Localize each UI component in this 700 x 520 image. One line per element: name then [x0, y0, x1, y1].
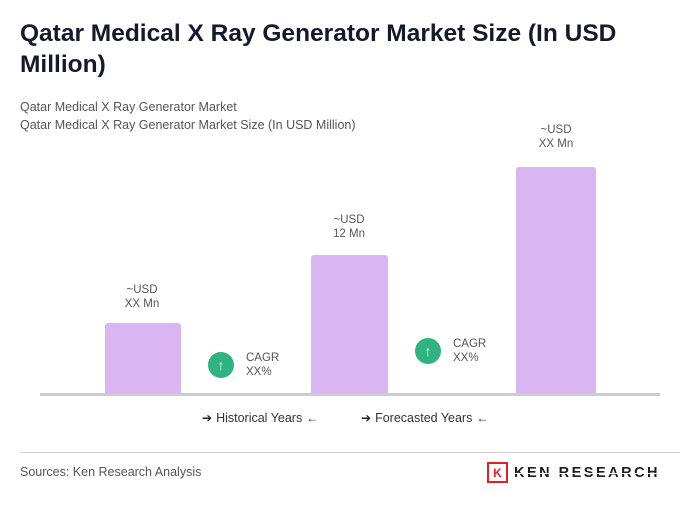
- bar-value-line2: XX Mn: [538, 138, 574, 150]
- cagr-percent: XX%: [453, 352, 479, 364]
- bar-value-line2: 12 Mn: [333, 228, 365, 240]
- right-arrow-icon: ➔: [361, 411, 372, 425]
- x-axis-line: [40, 393, 660, 396]
- bar-value-line2: XX Mn: [124, 298, 160, 310]
- bar-value-line1: ~USD: [540, 124, 572, 136]
- cagr-up-arrow-icon: ↑: [208, 352, 234, 378]
- cagr-up-arrow-icon: ↑: [415, 338, 441, 364]
- up-arrow-glyph: ↑: [217, 357, 225, 373]
- ken-research-logo: K KEN RESEARCH: [487, 462, 661, 483]
- cagr-text: CAGR: [246, 352, 280, 364]
- page-title: Qatar Medical X Ray Generator Market Siz…: [20, 20, 617, 78]
- up-arrow-glyph: ↑: [424, 343, 432, 359]
- bar-historical: [105, 323, 181, 395]
- axis-note-forecasted: ➔ Forecasted Years ←: [357, 410, 492, 426]
- left-arrow-icon: ←: [476, 411, 489, 425]
- chart-subtitles: Qatar Medical X Ray Generator Market Qat…: [20, 98, 356, 134]
- logo-wordmark: KEN RESEARCH: [514, 464, 661, 481]
- chart-subtitle-1: Qatar Medical X Ray Generator Market: [20, 100, 237, 114]
- bar-forecast: [516, 167, 596, 395]
- logo-k-icon: K: [487, 462, 508, 483]
- bar-value-label: ~USD XX Mn: [87, 283, 197, 311]
- bar-value-label: ~USD 12 Mn: [294, 213, 404, 241]
- chart-subtitle-2: Qatar Medical X Ray Generator Market Siz…: [20, 118, 356, 132]
- bar-value-line1: ~USD: [333, 214, 365, 226]
- cagr-text: CAGR: [453, 338, 487, 350]
- footer-divider: [20, 452, 680, 453]
- cagr-label: CAGR XX%: [453, 337, 486, 365]
- cagr-label: CAGR XX%: [246, 351, 279, 379]
- left-arrow-icon: ←: [306, 411, 319, 425]
- axis-note-label: Forecasted Years: [375, 411, 473, 425]
- axis-note-historical: ➔ Historical Years ←: [198, 410, 322, 426]
- axis-note-label: Historical Years: [216, 411, 303, 425]
- right-arrow-icon: ➔: [202, 411, 213, 425]
- bar-mid: [311, 255, 388, 395]
- bar-value-line1: ~USD: [126, 284, 158, 296]
- sources-text: Sources: Ken Research Analysis: [20, 465, 202, 479]
- bar-value-label: ~USD XX Mn: [501, 123, 611, 151]
- cagr-percent: XX%: [246, 366, 272, 378]
